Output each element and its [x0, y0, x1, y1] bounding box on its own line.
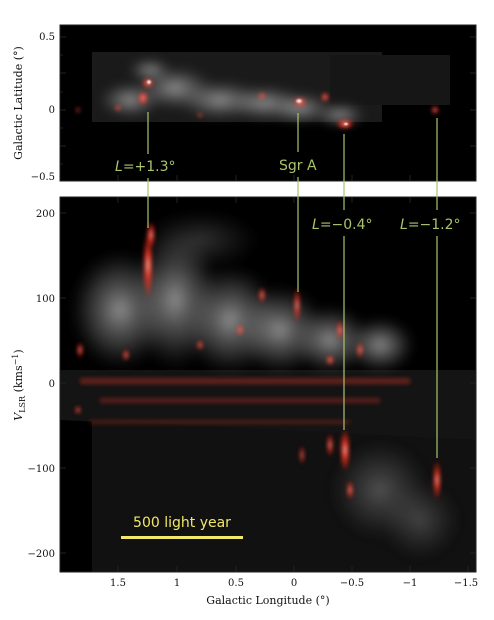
- x-tick: −0.5: [340, 578, 364, 589]
- annotation-l-minus-1-2: L=−1.2°: [400, 217, 461, 233]
- bottom-panel-ticks: [60, 175, 476, 572]
- bottom-y-axis-label: VLSR (kms−1): [11, 349, 27, 420]
- annotation-sgr-a: Sgr A: [279, 158, 317, 174]
- x-tick: 1.5: [110, 578, 126, 589]
- x-tick: −1.5: [454, 578, 478, 589]
- x-tick: 1: [174, 578, 180, 589]
- annotation-l-plus-1-3: L=+1.3°: [115, 159, 176, 175]
- annotation-l-minus-0-4: L=−0.4°: [312, 217, 373, 233]
- bottom-panel-y-tick-labels: 200 100 0 −100 −200: [28, 209, 55, 560]
- top-y-axis-label: Galactic Latitude (°): [12, 46, 25, 160]
- scale-bar-label: 500 light year: [133, 515, 231, 531]
- top-panel-emission: [76, 52, 450, 156]
- bottom-y-tick: 100: [36, 294, 55, 305]
- top-panel-ticks: [60, 36, 476, 165]
- top-panel: 0.5 0 −0.5 Galactic Latitude (°): [12, 24, 477, 183]
- x-tick: −1: [403, 578, 418, 589]
- top-panel-y-tick-labels: 0.5 0 −0.5: [31, 32, 55, 183]
- bottom-panel-emission: [60, 210, 476, 572]
- bottom-y-tick: 0: [49, 379, 55, 390]
- bottom-y-tick: 200: [36, 209, 55, 220]
- bottom-y-tick: −100: [28, 464, 55, 475]
- top-y-tick: 0.5: [39, 32, 55, 43]
- x-tick: 0.5: [228, 578, 244, 589]
- x-tick: 0: [291, 578, 297, 589]
- top-y-tick: −0.5: [31, 172, 55, 183]
- annotation-leader-lines: [147, 112, 438, 458]
- scale-bar: 500 light year: [121, 515, 243, 539]
- bottom-panel: 200 100 0 −100 −200 1.5 1 0.5 0 −0.5 −1 …: [11, 175, 478, 607]
- top-panel-frame: [59, 24, 477, 182]
- top-y-tick: 0: [49, 105, 55, 116]
- bottom-panel-frame: [59, 196, 477, 573]
- bottom-panel-x-tick-labels: 1.5 1 0.5 0 −0.5 −1 −1.5: [110, 578, 478, 589]
- scale-bar-line: [121, 536, 243, 539]
- bottom-y-tick: −200: [28, 549, 55, 560]
- x-axis-label: Galactic Longitude (°): [206, 594, 329, 607]
